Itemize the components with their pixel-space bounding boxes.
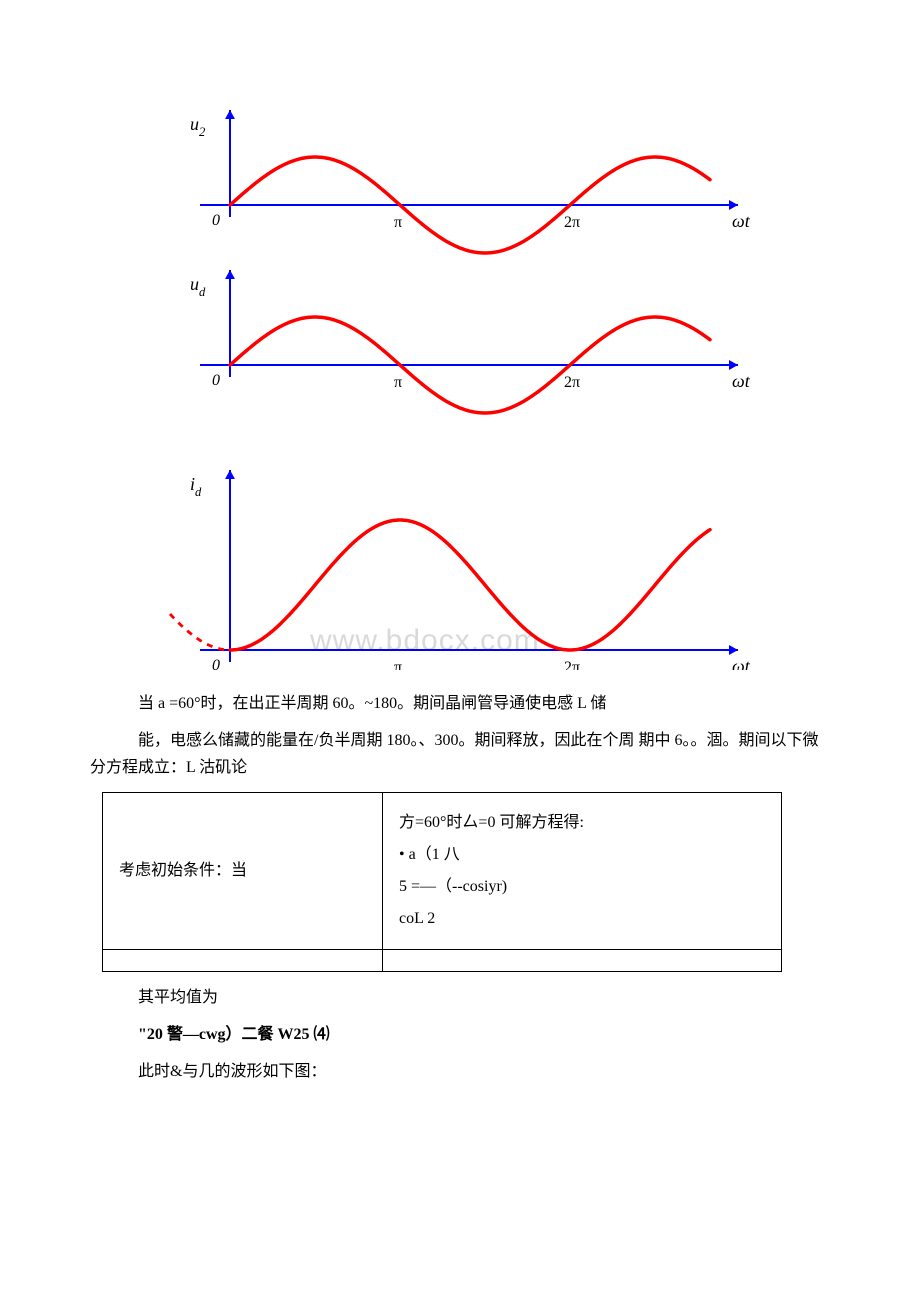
svg-text:0: 0 — [212, 212, 220, 229]
table-row — [103, 949, 782, 971]
table-cell-left: 考虑初始条件：当 — [103, 792, 383, 949]
paragraph-1: 当 a =60°时，在出正半周期 60。~180。期间晶闸管导通使电感 L 储 — [138, 690, 830, 717]
svg-text:π: π — [394, 214, 402, 231]
svg-text:2π: 2π — [564, 374, 580, 391]
table-cell-line: • a（1 八 — [399, 839, 765, 871]
paragraph-4: "20 警—cwg）二餐 W25 ⑷ — [138, 1021, 830, 1048]
conditions-table: 考虑初始条件：当 方=60°时厶=0 可解方程得:• a（1 八5 =—（--c… — [102, 792, 782, 972]
svg-text:0: 0 — [212, 657, 220, 670]
table-cell-empty — [383, 949, 782, 971]
svg-text:π: π — [394, 659, 402, 670]
svg-text:u2: u2 — [190, 114, 206, 139]
table-cell-line: 方=60°时厶=0 可解方程得: — [399, 807, 765, 839]
svg-text:2π: 2π — [564, 659, 580, 670]
svg-text:ωt: ωt — [732, 211, 751, 231]
svg-text:π: π — [394, 374, 402, 391]
paragraph-3: 其平均值为 — [138, 984, 830, 1011]
table-row: 考虑初始条件：当 方=60°时厶=0 可解方程得:• a（1 八5 =—（--c… — [103, 792, 782, 949]
svg-text:0: 0 — [212, 372, 220, 389]
svg-text:www.bdocx.com: www.bdocx.com — [309, 624, 540, 657]
svg-text:id: id — [190, 474, 202, 499]
paragraph-5: 此时&与几的波形如下图： — [138, 1058, 830, 1085]
paragraph-2: 能，电感么储藏的能量在/负半周期 180。、300。期间释放，因此在个周 期中 … — [90, 727, 830, 781]
table-cell-line: coL 2 — [399, 903, 765, 935]
svg-text:ωt: ωt — [732, 371, 751, 391]
table-cell-empty — [103, 949, 383, 971]
table-cell-right: 方=60°时厶=0 可解方程得:• a（1 八5 =—（--cosiyr)coL… — [383, 792, 782, 949]
waveform-diagram: 0 u2 ωt π 2π 0 ud ωt π 2π www.bdocx.com 0 id ωt π 2π — [140, 90, 760, 670]
svg-text:ωt: ωt — [732, 656, 751, 670]
table-cell-line: 5 =—（--cosiyr) — [399, 871, 765, 903]
svg-text:ud: ud — [190, 274, 206, 299]
svg-text:2π: 2π — [564, 214, 580, 231]
